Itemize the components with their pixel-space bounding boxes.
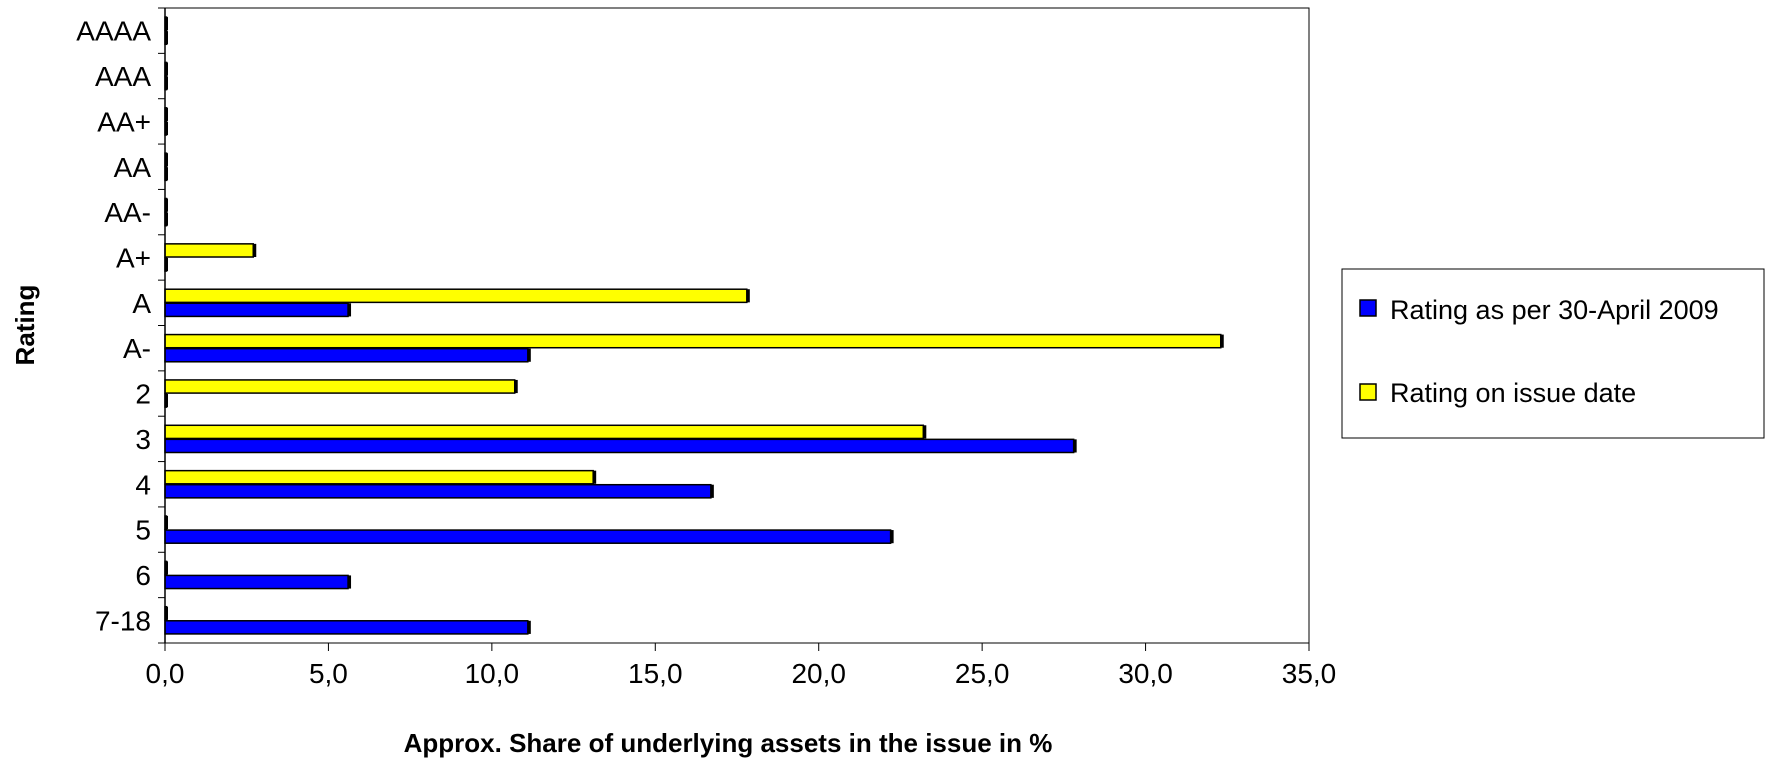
bar [164,424,925,440]
y-axis-title: Rating [10,285,40,366]
bar [164,243,255,258]
x-axis-title: Approx. Share of underlying assets in th… [404,728,1053,758]
bar [164,302,349,318]
bar [164,379,516,394]
bar [164,347,529,363]
y-tick-label: 5 [135,515,151,546]
x-tick-label: 0,0 [146,658,185,689]
y-tick-label: AA+ [97,106,151,137]
x-tick-label: 5,0 [309,658,348,689]
bar-series-1 [164,379,518,394]
bar [164,469,594,485]
x-tick-label: 10,0 [465,658,520,689]
bar-series-0 [164,438,1077,454]
legend: Rating as per 30-April 2009 Rating on is… [1341,268,1765,439]
bar [164,438,1075,454]
bar-series-0 [164,574,352,590]
bar [164,529,892,544]
y-tick-label: AA [114,152,152,183]
plot-area [164,7,1310,644]
y-tick-label: AAAA [76,16,151,47]
y-tick-label: A [132,288,151,319]
bar-series-0 [164,529,894,544]
bar-series-1 [164,424,927,440]
y-tick-label: 7-18 [95,605,151,636]
legend-label-series-1: Rating on issue date [1390,378,1636,408]
bar [164,620,529,635]
legend-label-series-0: Rating as per 30-April 2009 [1390,295,1719,325]
bar [164,333,1222,349]
bar-series-1 [164,469,597,485]
y-tick-label: A- [123,333,151,364]
legend-swatch-series-0 [1359,299,1377,317]
bar [164,483,712,499]
bar-series-0 [164,620,531,635]
y-tick-label: AA- [104,197,151,228]
y-tick-label: 4 [135,469,151,500]
x-axis-ticks: 0,0 5,0 10,0 15,0 20,0 25,0 30,0 35,0 [146,643,1337,689]
bar [164,574,349,590]
y-tick-label: A+ [116,242,151,273]
x-tick-label: 20,0 [791,658,846,689]
bar-series-0 [164,302,352,318]
y-tick-label: 2 [135,379,151,410]
bar-series-1 [164,333,1224,349]
y-tick-label: 6 [135,560,151,591]
x-tick-label: 15,0 [628,658,683,689]
bar [164,288,748,304]
x-tick-label: 35,0 [1282,658,1337,689]
bar-series-1 [164,288,750,304]
bar-series-0 [164,347,531,363]
x-tick-label: 25,0 [955,658,1010,689]
bar-series-0 [164,483,714,499]
legend-swatch-series-1 [1359,383,1377,401]
y-tick-label: 3 [135,424,151,455]
bar-series-1 [164,243,257,258]
y-tick-label: AAA [95,61,151,92]
legend-box [1341,268,1765,439]
x-tick-label: 30,0 [1118,658,1173,689]
